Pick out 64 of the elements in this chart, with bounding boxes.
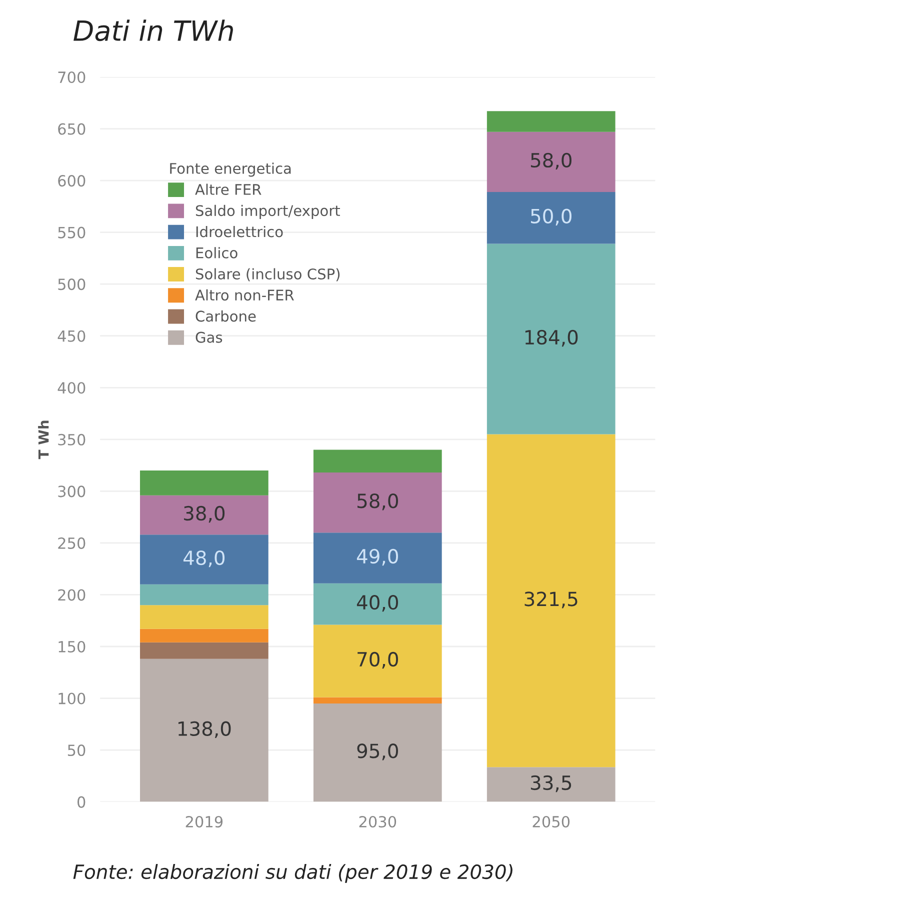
data-label: 58,0: [358, 494, 398, 510]
data-label: 95,0: [357, 744, 398, 760]
legend-label: Idroelettrico: [196, 226, 283, 238]
data-label: 50,0: [530, 208, 572, 226]
y-tick-label: 200: [58, 589, 86, 601]
bar: [140, 605, 268, 629]
bar: [486, 132, 616, 192]
bar: [313, 624, 442, 698]
x-tick-label: 2030: [359, 816, 396, 828]
y-tick-label: 50: [68, 744, 86, 756]
bar: [140, 642, 268, 659]
bar: [313, 532, 442, 584]
data-label: 58,0: [530, 152, 572, 170]
y-tick-label: 650: [58, 123, 86, 135]
y-tick-label: 500: [58, 278, 86, 290]
x-tick-label: 2050: [532, 816, 570, 828]
legend-label: Altro non-FER: [195, 289, 294, 301]
bar: [313, 450, 442, 473]
source-note: Fonte: elaborazioni su dati (per 2019 e 2030): [73, 864, 512, 883]
legend-label: Gas: [196, 332, 222, 343]
data-label: 184,0: [525, 330, 578, 347]
y-tick-label: 250: [58, 537, 86, 549]
data-label: 138,0: [178, 721, 231, 738]
bar: [313, 703, 442, 802]
data-label: 33,5: [530, 775, 572, 792]
y-tick-label: 150: [58, 640, 86, 653]
y-tick-label: 300: [58, 486, 86, 498]
bar: [313, 697, 442, 704]
data-label: 321,5: [524, 592, 578, 608]
legend-label: Solare (incluso CSP): [196, 268, 340, 282]
bar: [313, 472, 442, 533]
data-label: 38,0: [184, 506, 225, 523]
bar: [140, 470, 268, 496]
bar: [140, 534, 268, 584]
y-tick-label: 600: [58, 175, 86, 187]
x-tick-label: 2019: [186, 816, 223, 828]
y-tick-label: 0: [78, 796, 86, 808]
y-tick-label: 350: [58, 434, 86, 446]
chart-title: Dati in TWh: [74, 20, 233, 42]
bar: [486, 244, 616, 434]
y-tick-label: 100: [58, 692, 86, 704]
bar: [140, 658, 268, 802]
legend-label: Eolico: [196, 247, 238, 258]
y-tick-label: 400: [58, 382, 86, 394]
bar: [140, 628, 268, 642]
data-label: 48,0: [183, 550, 225, 568]
y-axis-title: T Wh: [38, 420, 49, 460]
bar: [140, 495, 268, 535]
legend-label: Altre FER: [195, 184, 262, 196]
bar: [486, 767, 616, 802]
legend-title: Fonte energetica: [170, 162, 291, 177]
y-tick-label: 450: [58, 330, 86, 342]
bar: [486, 192, 616, 244]
bar: [140, 584, 268, 606]
bar: [486, 434, 616, 768]
y-tick-label: 700: [58, 71, 86, 84]
legend-label: Carbone: [196, 310, 256, 322]
legend-label: Saldo import/export: [196, 204, 340, 219]
y-tick-label: 550: [58, 226, 86, 238]
data-label: 40,0: [356, 594, 398, 612]
data-label: 49,0: [356, 548, 398, 566]
data-label: 70,0: [358, 652, 398, 669]
bar: [313, 583, 442, 625]
bar: [486, 111, 616, 132]
